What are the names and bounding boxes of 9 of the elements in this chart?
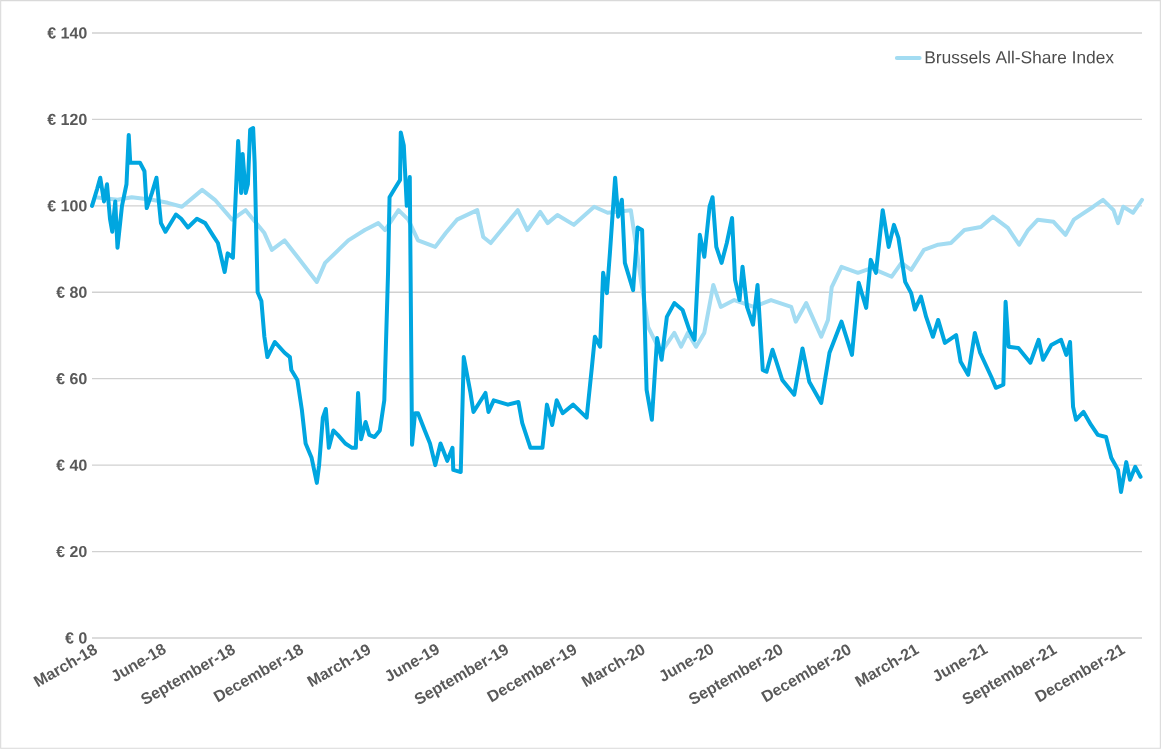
- y-tick-label: € 0: [65, 632, 87, 644]
- y-tick-label: € 140: [47, 27, 87, 39]
- y-tick-label: € 20: [56, 545, 87, 558]
- legend-label: Brussels All-Share Index: [925, 50, 1114, 64]
- y-tick-label: € 100: [47, 200, 87, 212]
- y-tick-label: € 120: [47, 113, 87, 126]
- y-tick-label: € 60: [56, 373, 87, 385]
- y-tick-label: € 80: [56, 286, 87, 298]
- y-tick-label: € 40: [56, 459, 87, 471]
